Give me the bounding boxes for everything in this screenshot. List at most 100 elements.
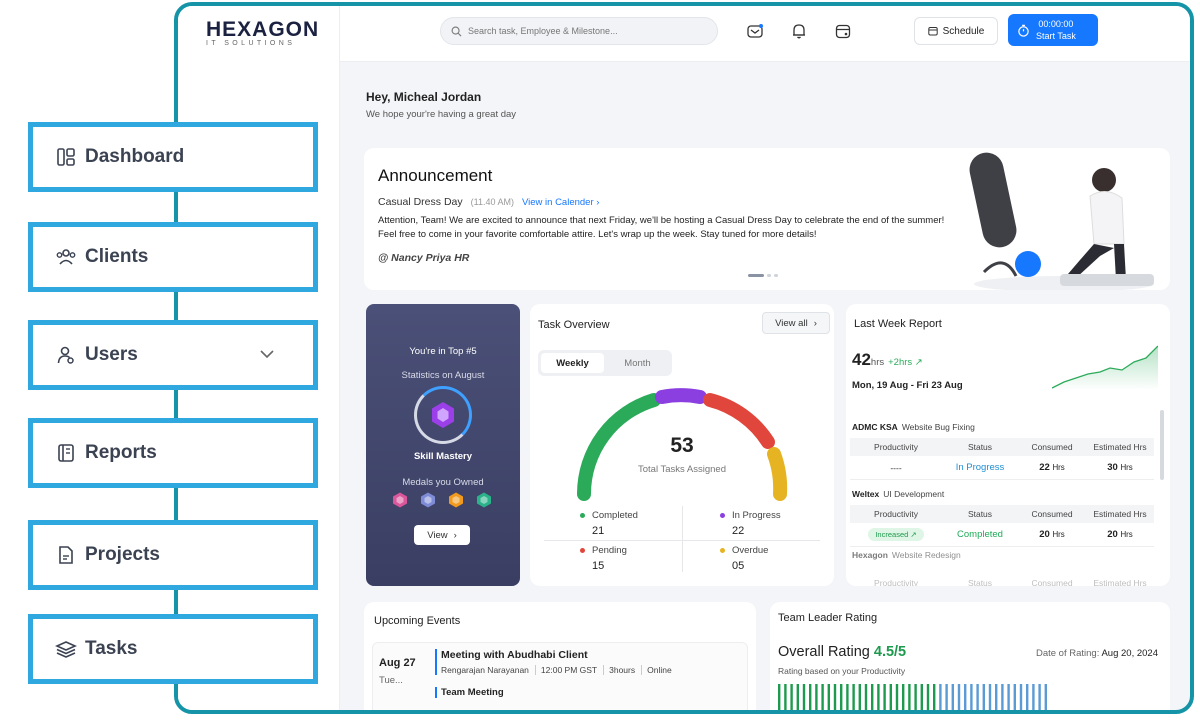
- event-item[interactable]: Team Meeting: [435, 687, 504, 698]
- event-item[interactable]: Meeting with Abudhabi Client Rengarajan …: [435, 649, 672, 675]
- medal-icon: [449, 492, 463, 508]
- start-task-button[interactable]: 00:00:00 Start Task: [1008, 14, 1098, 46]
- sidebar-item-label: Projects: [85, 544, 160, 565]
- status-dot: [580, 512, 585, 518]
- task-overview-title: Task Overview: [538, 319, 610, 331]
- brand-logo: HEXAGON IT SOLUTIONS: [206, 18, 319, 47]
- event-title: Meeting with Abudhabi Client: [441, 649, 588, 661]
- rating-bar: [833, 684, 837, 710]
- estimated-cell: 30 Hrs: [1086, 462, 1154, 473]
- calendar-icon[interactable]: [834, 22, 852, 40]
- search-input[interactable]: [468, 26, 698, 36]
- divider: [544, 540, 820, 541]
- project-client: Hexagon: [852, 550, 888, 560]
- project-task: Website Redesign: [891, 550, 961, 560]
- rating-bar: [988, 684, 992, 710]
- rating-date-value: Aug 20, 2024: [1101, 648, 1158, 659]
- consumed-cell: 22 Hrs: [1018, 462, 1086, 473]
- rating-bar: [840, 684, 843, 710]
- mail-icon[interactable]: [746, 22, 764, 40]
- sidebar-item-users[interactable]: Users: [28, 320, 318, 390]
- medals-owned-label: Medals you Owned: [402, 477, 484, 488]
- table-row[interactable]: ---- In Progress 22 Hrs 30 Hrs: [850, 456, 1154, 480]
- carousel-dot[interactable]: [748, 274, 764, 277]
- timer-display: 00:00:00: [1038, 19, 1074, 29]
- table-row[interactable]: Increased ↗ Completed 20 Hrs 20 Hrs: [850, 523, 1154, 547]
- project-client: ADMC KSA: [852, 422, 898, 432]
- date-range: Mon, 19 Aug - Fri 23 Aug: [852, 380, 963, 391]
- carousel-dot[interactable]: [767, 274, 771, 277]
- rating-bar: [902, 684, 905, 710]
- productivity-cell: ----: [890, 462, 902, 473]
- chevron-down-icon[interactable]: [259, 349, 275, 359]
- app-window: HEXAGON IT SOLUTIONS Schedule 00:00:00 S…: [174, 2, 1194, 714]
- last-week-report-card: Last Week Report 42hrs +2hrs ↗ Mon, 19 Au…: [846, 304, 1170, 586]
- view-button[interactable]: View ›: [414, 525, 470, 545]
- rating-bar: [889, 684, 892, 710]
- view-all-button[interactable]: View all ›: [762, 312, 830, 334]
- layout-icon: [55, 146, 77, 168]
- sidebar-item-projects[interactable]: Projects: [28, 520, 318, 590]
- rating-bar: [964, 684, 967, 710]
- table-header: Productivity Status Consumed Estimated H…: [850, 438, 1154, 456]
- announcement-heading: Announcement: [378, 166, 493, 185]
- sidebar-item-reports[interactable]: Reports: [28, 418, 318, 488]
- calendar-small-icon: [927, 27, 938, 36]
- stopwatch-icon: [1018, 24, 1029, 37]
- rating-bar: [976, 684, 979, 710]
- team-leader-rating-card: Team Leader Rating Overall Rating 4.5/5 R…: [770, 602, 1170, 710]
- carousel-dot[interactable]: [774, 274, 778, 277]
- upcoming-events-title: Upcoming Events: [374, 615, 461, 627]
- clients-icon: [55, 246, 77, 268]
- project-client: Weltex: [852, 489, 880, 499]
- rating-bar: [1026, 684, 1029, 710]
- rating-bar: [821, 684, 824, 710]
- rating-bar: [970, 684, 973, 710]
- top-bar: Schedule 00:00:00 Start Task: [340, 6, 1190, 62]
- carousel-dots[interactable]: [748, 274, 778, 277]
- sidebar-item-dashboard[interactable]: Dashboard: [28, 122, 318, 192]
- overall-rating: Overall Rating 4.5/5: [778, 644, 906, 660]
- progress-ring: [414, 386, 472, 444]
- bell-icon[interactable]: [790, 22, 808, 40]
- sidebar-item-tasks[interactable]: Tasks: [28, 614, 318, 684]
- rating-bar: [871, 684, 874, 710]
- rating-bar: [1019, 684, 1023, 710]
- sidebar-item-label: Clients: [85, 246, 149, 267]
- status-cell: In Progress: [955, 462, 1005, 473]
- view-label: View: [427, 529, 448, 541]
- rating-bar: [1001, 684, 1004, 710]
- rating-bar: [778, 684, 781, 710]
- estimated-value: 30: [1107, 462, 1118, 473]
- event-meta: Rengarajan Narayanan 12:00 PM GST 3hours…: [441, 665, 672, 675]
- rating-bar: [1032, 684, 1035, 710]
- tab-month[interactable]: Month: [606, 353, 669, 373]
- column-header: Productivity: [874, 442, 918, 452]
- scrollbar[interactable]: [1160, 410, 1164, 480]
- divider: [682, 506, 683, 572]
- rating-bar: [809, 684, 812, 710]
- schedule-label: Schedule: [942, 25, 985, 37]
- medal-icon: [477, 492, 491, 508]
- rating-bar: [920, 684, 923, 710]
- project-task: UI Development: [883, 489, 945, 499]
- stat-overdue: Overdue 05: [720, 545, 768, 572]
- start-task-label: Start Task: [1036, 31, 1076, 41]
- sidebar-item-clients[interactable]: Clients: [28, 222, 318, 292]
- rating-bar: [864, 684, 868, 710]
- rating-bar: [957, 684, 961, 710]
- status-dot: [720, 547, 725, 553]
- search-box[interactable]: [440, 17, 718, 45]
- rating-bar: [1013, 684, 1016, 710]
- tab-weekly[interactable]: Weekly: [541, 353, 604, 373]
- stat-label: Completed: [592, 510, 638, 521]
- task-overview-card: Task Overview View all › Weekly Month 53…: [530, 304, 834, 586]
- schedule-button[interactable]: Schedule: [914, 17, 998, 45]
- view-in-calendar-link[interactable]: View in Calender ›: [521, 197, 600, 208]
- announcement-body: Attention, Team! We are excited to annou…: [378, 215, 945, 240]
- medal-icon: [393, 492, 407, 508]
- rating-bar: [852, 684, 855, 710]
- rating-bar: [939, 684, 942, 710]
- announcement-card: Announcement Casual Dress Day (11.40 AM)…: [364, 148, 1170, 290]
- greeting-subtitle: We hope your're having a great day: [366, 109, 517, 120]
